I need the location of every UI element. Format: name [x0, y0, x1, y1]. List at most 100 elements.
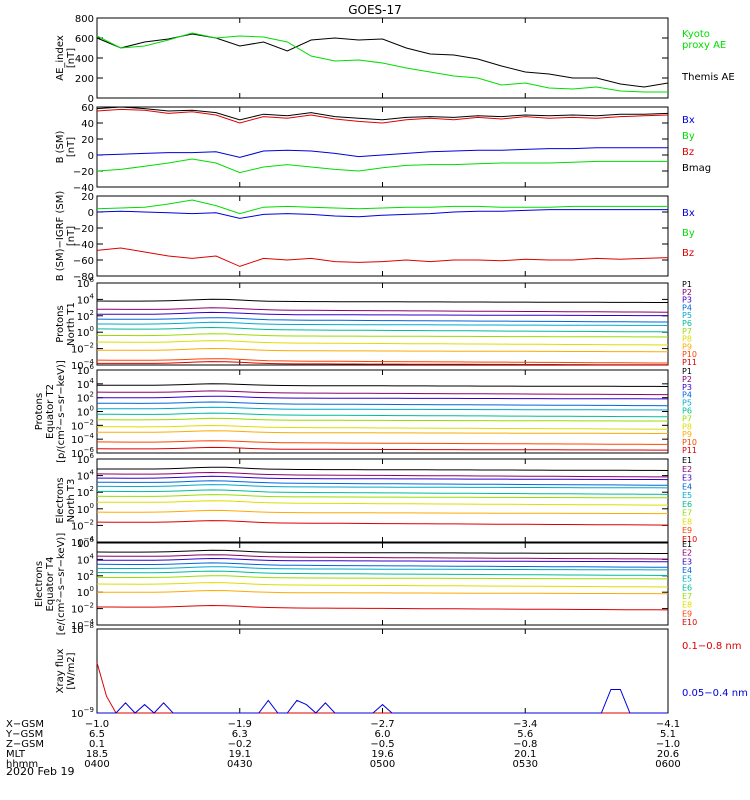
series-e5	[96, 566, 668, 571]
y-tick-label: −60	[73, 256, 94, 267]
row-label: X−GSM	[6, 719, 44, 730]
y-tick-label: 10−4	[71, 618, 95, 632]
legend-entry: Bz	[682, 147, 694, 158]
y-tick-label: 10−2	[71, 602, 94, 616]
panel-frame	[96, 458, 669, 543]
series-e3	[96, 557, 668, 563]
y-tick-label: −20	[73, 167, 94, 178]
row-label: hhmm	[6, 759, 38, 770]
series-e8	[96, 582, 669, 588]
legend-entry: Kyoto	[682, 29, 710, 40]
plot-title: GOES-17	[348, 3, 402, 17]
series-e10	[97, 604, 669, 611]
y-tick-label: 10−4	[71, 432, 95, 446]
y-tick-label: −20	[73, 224, 94, 235]
y-axis-label: [W/m2]	[66, 652, 77, 689]
y-tick-label: 10−2	[71, 518, 94, 532]
x-table-cell: 0500	[370, 759, 395, 770]
x-table-cell: 0430	[227, 759, 252, 770]
series-kyoto-proxy-ae	[96, 32, 668, 93]
y-tick-label: −80	[73, 272, 94, 283]
y-axis-label: AE_index	[55, 35, 66, 81]
y-axis-label: [nT]	[66, 137, 77, 157]
x-table-cell: −1.9	[228, 719, 252, 730]
series-e8	[97, 500, 668, 506]
y-tick-label: 104	[77, 469, 95, 483]
series-p7	[97, 417, 668, 422]
y-tick-label: 0	[88, 151, 94, 162]
series-p6	[96, 326, 669, 333]
x-table-cell: −4.1	[656, 719, 680, 730]
legend-entry: E10	[682, 618, 697, 627]
x-table-cell: −2.7	[370, 719, 394, 730]
x-table-cell: 20.1	[514, 749, 536, 760]
series-p7	[97, 333, 669, 338]
y-tick-label: −40	[73, 183, 94, 194]
series-by	[96, 158, 668, 174]
legend-entry: Bz	[682, 248, 694, 259]
panel-frame	[96, 106, 669, 188]
y-tick-label: 102	[77, 391, 94, 405]
y-tick-label: 100	[77, 325, 94, 339]
panel-frame	[96, 282, 669, 366]
legend-entry: proxy AE	[682, 40, 726, 51]
series-e7	[96, 494, 668, 499]
legend-entry: By	[682, 228, 695, 239]
y-axis-label: Electrons	[34, 561, 45, 607]
legend-entry: Bmag	[682, 163, 711, 174]
y-axis-label: [nT]	[66, 226, 77, 246]
panel-frame	[96, 369, 669, 454]
legend-entry: E6	[682, 583, 692, 592]
legend-entry: E2	[682, 465, 692, 474]
legend-entry: E6	[682, 500, 692, 509]
y-axis-label: [nT]	[66, 48, 77, 68]
legend-entry: E1	[682, 540, 692, 549]
legend-entry: 0.05−0.4 nm	[682, 688, 748, 699]
legend-entry: P1	[682, 280, 692, 289]
y-tick-label: 100	[77, 585, 94, 599]
y-tick-label: 60	[81, 103, 94, 114]
legend-entry: Bx	[682, 115, 695, 126]
y-tick-label: 100	[77, 405, 94, 419]
x-table-cell: 6.0	[375, 729, 391, 740]
legend-entry: P1	[682, 367, 692, 376]
date-label: 2020 Feb 19	[6, 765, 74, 778]
y-tick-label: −40	[73, 240, 94, 251]
y-tick-label: 10−9	[71, 706, 94, 720]
y-tick-label: 200	[75, 74, 94, 85]
series-p8	[96, 340, 669, 346]
y-axis-label: Equator T4	[45, 557, 56, 612]
x-table-cell: 18.5	[86, 749, 108, 760]
legend-entry: E8	[682, 601, 692, 610]
y-axis-label: Equator T2	[45, 384, 56, 439]
legend-entry: P11	[682, 446, 697, 455]
panel-frame	[96, 628, 669, 714]
y-tick-label: 106	[77, 536, 95, 550]
series-e6	[97, 489, 669, 495]
y-tick-label: 106	[77, 363, 95, 377]
x-table-cell: 0530	[513, 759, 538, 770]
series-p2	[96, 390, 668, 396]
y-tick-label: 10−2	[71, 418, 94, 432]
y-tick-label: 102	[77, 309, 94, 323]
x-table-cell: −1.0	[656, 739, 680, 750]
y-axis-label: Electrons	[55, 477, 66, 523]
y-tick-label: 40	[81, 119, 94, 130]
series-bz	[96, 247, 669, 267]
y-tick-label: 0	[88, 208, 94, 219]
legend-entry: P10	[682, 350, 697, 359]
legend-entry: E7	[682, 592, 692, 601]
y-axis-label: B (SM)	[55, 130, 66, 163]
row-label: Y−GSM	[5, 729, 43, 740]
legend-entry: By	[682, 131, 695, 142]
y-tick-label: 0	[88, 94, 94, 105]
legend-entry: E5	[682, 491, 692, 500]
x-table-cell: 5.6	[517, 729, 533, 740]
panel-frame	[96, 17, 669, 99]
y-tick-label: 400	[75, 54, 94, 65]
y-tick-label: 104	[77, 292, 95, 306]
